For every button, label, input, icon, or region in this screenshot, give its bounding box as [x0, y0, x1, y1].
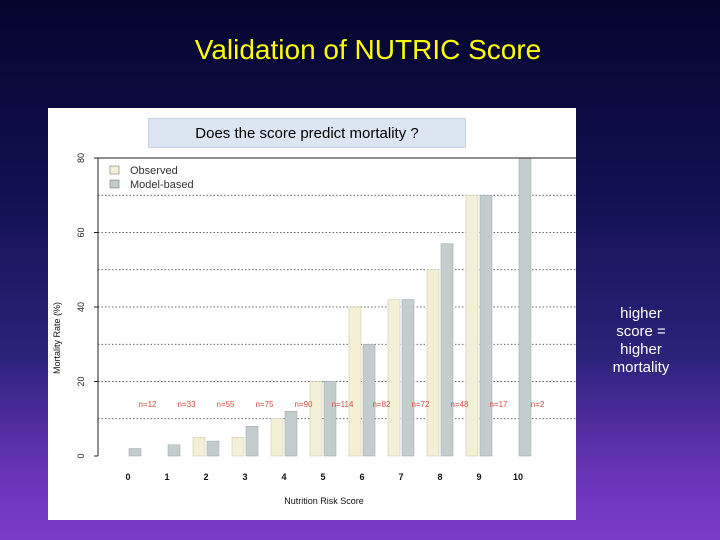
n-label: n=12 — [138, 400, 157, 409]
bar-observed — [231, 437, 245, 457]
n-label: n=114 — [332, 400, 354, 409]
y-axis-label: Mortality Rate (%) — [52, 302, 62, 374]
bars — [128, 157, 532, 457]
n-label: n=17 — [489, 400, 508, 409]
legend-swatch-model — [109, 179, 120, 189]
x-tick-label: 8 — [437, 472, 442, 482]
y-tick-label: 0 — [76, 453, 86, 458]
bar-model — [206, 440, 220, 457]
bar-observed — [387, 299, 401, 457]
bar-model — [323, 381, 337, 457]
bar-model — [401, 299, 415, 457]
x-tick-label: 1 — [164, 472, 169, 482]
n-label: n=82 — [372, 400, 391, 409]
bar-model — [518, 157, 532, 457]
x-tick-label: 6 — [359, 472, 364, 482]
bar-model — [479, 195, 493, 457]
grid-lines — [98, 157, 576, 420]
slide-title: Validation of NUTRIC Score — [194, 34, 542, 65]
mortality-bar-chart: n=12 n=33 n=55 n=75 n=90 n=114 n=82 n=72 n=48 n=1… — [52, 153, 576, 506]
n-label: n=90 — [294, 400, 313, 409]
legend: Observed Model-based — [109, 165, 194, 191]
bar-observed — [192, 437, 206, 457]
n-labels: n=12 n=33 n=55 n=75 n=90 n=114 n=82 n=72 n=48 n=1… — [138, 400, 544, 409]
y-tick-label: 20 — [76, 376, 86, 386]
x-tick-label: 9 — [476, 472, 481, 482]
bar-observed — [309, 381, 323, 457]
y-tick-label: 60 — [76, 227, 86, 237]
x-tick-label: 3 — [242, 472, 247, 482]
bar-observed — [465, 195, 479, 457]
x-tick-label: 5 — [320, 472, 325, 482]
n-label: n=2 — [531, 400, 545, 409]
n-label: n=75 — [255, 400, 274, 409]
legend-swatch-observed — [109, 165, 120, 175]
n-label: n=72 — [411, 400, 430, 409]
bar-model — [440, 243, 454, 457]
bar-model — [128, 448, 142, 457]
bar-model — [245, 425, 259, 457]
x-tick-label: 4 — [281, 472, 286, 482]
bar-model — [167, 444, 181, 457]
x-tick-label: 10 — [513, 472, 523, 482]
bar-model — [362, 344, 376, 457]
n-label: n=55 — [216, 400, 235, 409]
n-label: n=33 — [177, 400, 196, 409]
x-tick-label: 2 — [203, 472, 208, 482]
x-axis-label: Nutrition Risk Score — [284, 496, 364, 506]
x-tick-label: 0 — [125, 472, 130, 482]
side-note: higher score = higher mortality — [612, 305, 670, 376]
n-label: n=48 — [450, 400, 469, 409]
legend-label-model: Model-based — [130, 179, 194, 191]
y-tick-label: 80 — [76, 153, 86, 163]
question-box: Does the score predict mortality ? — [148, 118, 466, 148]
bar-observed — [426, 269, 440, 457]
x-tick-label: 7 — [398, 472, 403, 482]
bar-model — [284, 411, 298, 457]
legend-label-observed: Observed — [130, 165, 178, 177]
axes: 0 20 40 60 80 0 1 2 3 4 5 6 7 8 9 10 — [76, 153, 576, 482]
bar-observed — [270, 418, 284, 457]
bar-observed — [348, 306, 362, 457]
y-tick-label: 40 — [76, 302, 86, 312]
